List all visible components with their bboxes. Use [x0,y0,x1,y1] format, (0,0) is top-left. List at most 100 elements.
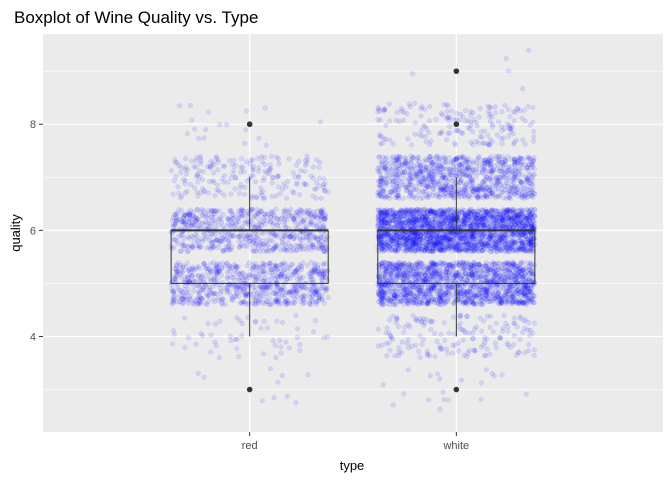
jitter-point [208,276,214,283]
jitter-point [413,342,419,349]
jitter-point [288,233,294,239]
jitter-point [473,301,479,307]
jitter-point [323,288,329,294]
jitter-point [269,301,275,307]
jitter-point [274,281,280,287]
jitter-point [512,290,518,296]
jitter-point [175,184,181,190]
jitter-point [207,287,213,293]
jitter-point [238,299,244,305]
jitter-point [273,299,279,305]
jitter-point [526,320,532,326]
jitter-point [300,237,306,243]
jitter-point [176,287,182,293]
jitter-point [246,275,252,281]
jitter-point [191,277,197,284]
jitter-point [517,336,523,342]
jitter-point [322,187,328,193]
jitter-point [170,294,176,300]
jitter-point [308,173,314,179]
jitter-point [172,222,178,228]
jitter-point [509,259,515,265]
jitter-point [204,274,210,280]
jitter-point [312,289,318,295]
jitter-point [255,277,261,284]
jitter-point [315,271,321,277]
jitter-point [505,298,511,304]
jitter-point [183,290,190,296]
jitter-point [235,264,241,270]
jitter-point [288,262,294,268]
jitter-point [261,288,267,294]
jitter-point [455,270,462,276]
jitter-point [283,242,289,248]
jitter-point [174,238,180,244]
jitter-point [515,265,521,271]
jitter-point [247,161,253,167]
jitter-point [260,178,266,184]
jitter-point [279,320,285,326]
jitter-point [199,238,205,245]
jitter-point [230,274,236,281]
jitter-point [282,274,288,280]
jitter-point [189,117,195,123]
jitter-point [311,267,317,273]
jitter-point [177,195,184,201]
jitter-point [191,267,197,273]
jitter-point [193,282,199,288]
jitter-point [320,292,326,298]
jitter-point [228,175,234,181]
jitter-point [318,209,324,215]
jitter-point [384,278,391,284]
jitter-point [293,268,299,274]
jitter-point [311,288,317,294]
jitter-point [274,274,280,280]
jitter-point [307,274,313,280]
jitter-point [236,190,243,197]
jitter-point [237,286,243,292]
jitter-point [318,285,324,291]
jitter-point [200,287,206,293]
jitter-point [484,336,490,342]
jitter-point [288,275,294,281]
jitter-point [250,173,256,179]
jitter-point [275,297,282,303]
jitter-point [391,296,397,302]
jitter-point [458,377,465,383]
jitter-point [297,261,303,268]
jitter-point [256,165,262,171]
jitter-point [248,241,254,247]
jitter-point [201,135,207,141]
jitter-point [300,294,306,300]
jitter-point [203,283,209,289]
jitter-point [175,269,181,275]
jitter-point [214,237,220,243]
jitter-point [172,277,178,283]
jitter-point [226,289,232,295]
jitter-point [290,189,296,195]
jitter-point [188,243,195,249]
jitter-point [172,266,178,272]
jitter-point [250,284,256,291]
jitter-point [231,277,238,283]
jitter-point [264,237,270,243]
jitter-point [316,175,323,181]
jitter-point [226,265,232,271]
jitter-point [279,235,285,241]
jitter-point [393,278,399,284]
jitter-point [309,247,315,253]
jitter-point [504,340,511,346]
jitter-point [195,289,201,295]
jitter-point [317,294,323,300]
jitter-point [267,260,273,266]
jitter-point [321,270,327,276]
jitter-point [228,338,234,344]
jitter-point [309,292,315,299]
jitter-point [244,277,250,283]
jitter-point [234,345,240,352]
jitter-point [288,248,295,254]
jitter-point [283,261,289,267]
jitter-point [510,342,517,348]
jitter-point [216,268,222,274]
jitter-point [201,374,207,380]
